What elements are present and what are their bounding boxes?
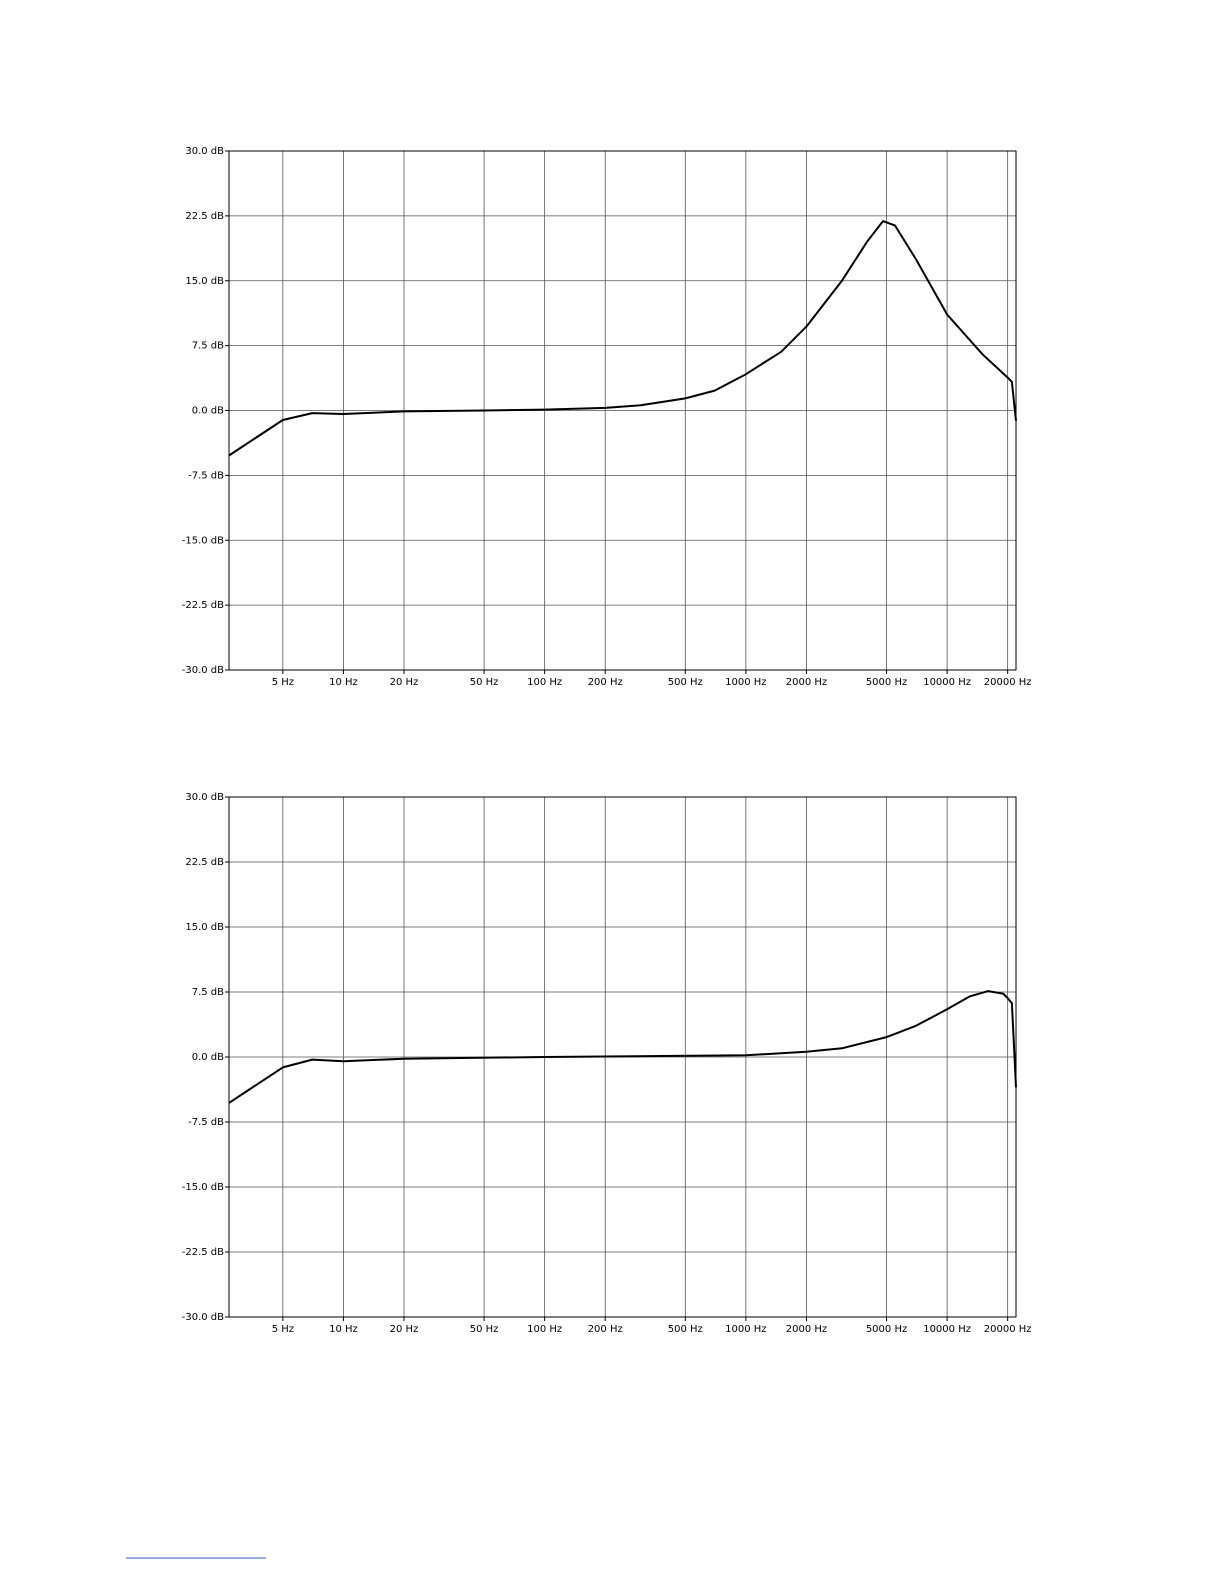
x-tick-label: 50 Hz [470,677,499,688]
x-tick-label: 2000 Hz [786,677,827,688]
y-tick-label: 15.0 dB [185,276,224,287]
x-tick-label: 2000 Hz [786,1324,827,1335]
x-tick-label: 10000 Hz [923,1324,971,1335]
y-tick-label: 15.0 dB [185,922,224,933]
x-tick-label: 200 Hz [588,1324,623,1335]
y-tick-label: 7.5 dB [192,987,224,998]
x-tick-label: 1000 Hz [725,677,766,688]
x-tick-label: 20 Hz [390,1324,419,1335]
x-tick-label: 5 Hz [272,677,294,688]
y-tick-label: -7.5 dB [188,1117,224,1128]
y-tick-label: 0.0 dB [192,1052,224,1063]
x-tick-label: 5000 Hz [866,1324,907,1335]
x-tick-label: 20000 Hz [984,1324,1032,1335]
x-tick-label: 200 Hz [588,677,623,688]
x-tick-label: 20000 Hz [984,677,1032,688]
y-tick-label: -30.0 dB [182,665,224,676]
x-tick-label: 5000 Hz [866,677,907,688]
y-tick-label: 22.5 dB [185,857,224,868]
x-tick-label: 10 Hz [329,677,358,688]
x-tick-label: 50 Hz [470,1324,499,1335]
x-tick-label: 500 Hz [668,677,703,688]
y-tick-label: -7.5 dB [188,470,224,481]
plot-frame [228,796,1017,1318]
x-tick-label: 10 Hz [329,1324,358,1335]
plot-frame [228,150,1017,671]
x-tick-label: 100 Hz [527,1324,562,1335]
y-tick-label: 30.0 dB [185,792,224,803]
x-tick-label: 10000 Hz [923,677,971,688]
y-tick-label: 7.5 dB [192,341,224,352]
y-tick-label: -22.5 dB [182,1247,224,1258]
response-curve [228,990,1017,1104]
x-tick-label: 1000 Hz [725,1324,766,1335]
response-curve [228,220,1017,457]
y-tick-label: 22.5 dB [185,211,224,222]
x-tick-label: 100 Hz [527,677,562,688]
y-tick-label: -30.0 dB [182,1312,224,1323]
y-tick-label: 30.0 dB [185,146,224,157]
y-tick-label: -15.0 dB [182,535,224,546]
y-tick-label: -22.5 dB [182,600,224,611]
x-tick-label: 500 Hz [668,1324,703,1335]
x-tick-label: 20 Hz [390,677,419,688]
x-tick-label: 5 Hz [272,1324,294,1335]
y-tick-label: -15.0 dB [182,1182,224,1193]
y-tick-label: 0.0 dB [192,406,224,417]
